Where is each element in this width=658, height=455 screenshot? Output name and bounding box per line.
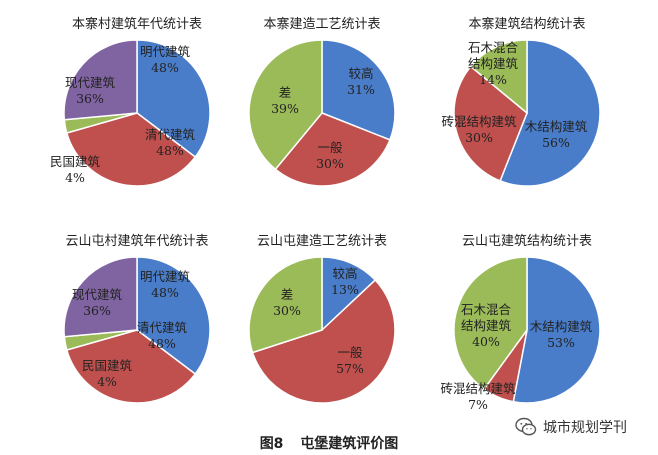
slice-name-label: 木结构建筑 — [530, 319, 593, 334]
wechat-icon — [515, 417, 537, 436]
slice-name-label: 结构建筑 — [468, 56, 519, 71]
slice-name-label: 现代建筑 — [65, 75, 116, 90]
slice-percent-label: 13% — [331, 282, 359, 297]
slice-name-label: 石木混合 — [461, 302, 512, 317]
slice-name-label: 砖混结构建筑 — [441, 114, 517, 129]
caption-label: 图8 — [259, 436, 284, 452]
slice-percent-label: 53% — [547, 335, 575, 350]
chart-title: 云山屯建筑结构统计表 — [462, 233, 592, 249]
slice-percent-label: 48% — [148, 336, 176, 351]
pie-slice — [136, 39, 211, 159]
slice-percent-label: 56% — [542, 135, 570, 150]
watermark: 城市规划学刊 — [515, 416, 627, 438]
chart-title: 本寨建造工艺统计表 — [263, 16, 380, 32]
slice-name-label: 清代建筑 — [145, 127, 196, 142]
pie-slice — [453, 65, 528, 182]
slice-name-label: 结构建筑 — [461, 318, 512, 333]
chart-title: 云山屯建造工艺统计表 — [257, 234, 387, 249]
slice-percent-label: 4% — [65, 170, 85, 185]
pie-slice — [63, 39, 138, 121]
pie-slice — [512, 256, 601, 404]
pie-slice — [469, 39, 528, 115]
slice-name-label: 民国建筑 — [82, 358, 133, 373]
slice-name-label: 木结构建筑 — [525, 119, 588, 134]
slice-percent-label: 30% — [273, 303, 301, 318]
watermark-text: 城市规划学刊 — [543, 420, 627, 436]
slice-percent-label: 36% — [76, 91, 104, 106]
chart-title: 本寨村建筑年代统计表 — [72, 16, 202, 32]
pie-slice — [321, 39, 396, 141]
slice-name-label: 明代建筑 — [140, 44, 191, 59]
slice-name-label: 较高 — [332, 266, 357, 281]
slice-percent-label: 39% — [271, 101, 299, 116]
pie-slice — [65, 112, 197, 187]
slice-percent-label: 57% — [336, 361, 364, 376]
figure-caption: 图8 屯堡建筑评价图 — [0, 433, 658, 453]
pie-slice — [321, 256, 377, 332]
chart-title: 本寨建筑结构统计表 — [468, 16, 585, 32]
slice-name-label: 明代建筑 — [140, 269, 191, 284]
slice-name-label: 石木混合 — [468, 40, 519, 55]
slice-percent-label: 48% — [151, 285, 179, 300]
pie-slice — [453, 256, 528, 391]
slice-percent-label: 48% — [151, 60, 179, 75]
pie-slice — [274, 112, 391, 187]
slice-percent-label: 30% — [465, 130, 493, 145]
slice-name-label: 一般 — [317, 140, 343, 155]
slice-percent-label: 48% — [156, 143, 184, 158]
slice-percent-label: 7% — [468, 397, 488, 412]
caption-title: 屯堡建筑评价图 — [300, 436, 399, 452]
slice-percent-label: 4% — [97, 374, 117, 389]
pie-slice — [248, 39, 323, 171]
pie-slice — [248, 256, 323, 354]
slice-percent-label: 31% — [347, 82, 375, 97]
slice-name-label: 差 — [279, 85, 292, 100]
slice-percent-label: 36% — [83, 303, 111, 318]
pie-slice — [65, 329, 197, 404]
pie-slice — [136, 256, 211, 376]
slice-name-label: 一般 — [337, 345, 363, 360]
slice-name-label: 民国建筑 — [50, 154, 101, 169]
slice-name-label: 差 — [281, 287, 294, 302]
slice-name-label: 砖混结构建筑 — [440, 381, 516, 396]
slice-percent-label: 30% — [316, 156, 344, 171]
pie-slice — [63, 256, 138, 338]
slice-percent-label: 40% — [472, 334, 500, 349]
pie-slice — [251, 278, 396, 404]
slice-percent-label: 14% — [479, 72, 507, 87]
slice-name-label: 清代建筑 — [137, 320, 188, 335]
pie-slice — [499, 39, 601, 187]
slice-name-label: 较高 — [348, 66, 373, 81]
chart-title: 云山屯村建筑年代统计表 — [65, 233, 208, 249]
slice-name-label: 现代建筑 — [72, 287, 123, 302]
